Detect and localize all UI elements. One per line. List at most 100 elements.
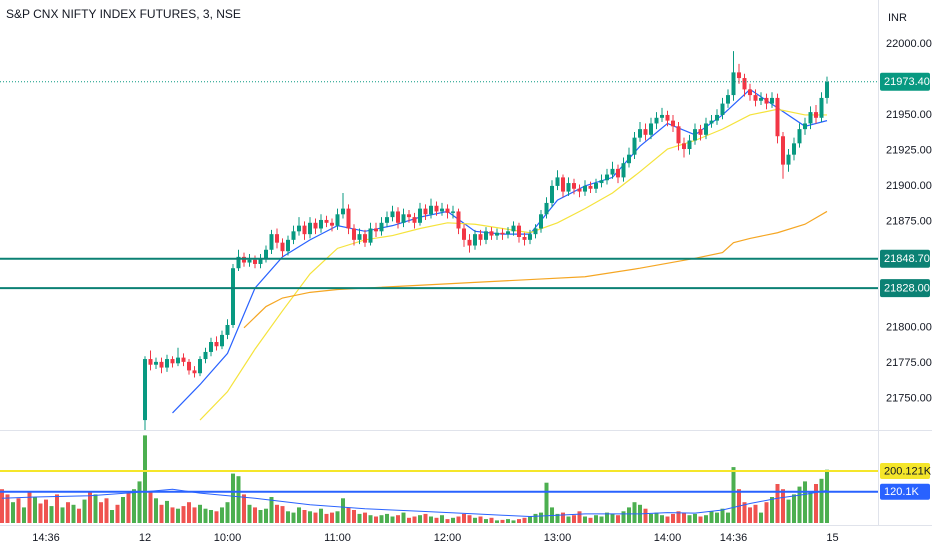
volume-bar <box>544 482 549 523</box>
candle-body <box>786 154 791 165</box>
candle-body <box>451 211 455 213</box>
candle-body <box>368 228 373 243</box>
candle-body <box>572 183 576 189</box>
candle-body <box>731 72 736 96</box>
volume-bar <box>555 513 560 523</box>
candle-body <box>814 112 818 118</box>
candle-body <box>198 359 202 374</box>
volume-bar <box>220 507 224 523</box>
y-tick-label: 21950.00 <box>886 109 932 121</box>
candle-body <box>665 114 670 121</box>
volume-bar <box>82 499 87 523</box>
volume-bar <box>610 513 615 523</box>
y-tick-label: 21775.00 <box>886 357 932 369</box>
candle-body <box>522 236 527 240</box>
candle-body <box>715 114 719 121</box>
volume-bar <box>484 519 488 523</box>
currency[interactable]: INR <box>888 12 907 24</box>
volume-bar <box>176 508 180 523</box>
volume-bar <box>104 498 109 523</box>
price-level-label: 21848.70 <box>884 253 930 265</box>
candle-body <box>434 205 439 212</box>
candle-body <box>660 114 664 118</box>
volume-bar <box>275 504 279 523</box>
y-tick-label: 22000.00 <box>886 38 932 50</box>
candle-body <box>583 185 587 192</box>
volume-bar <box>242 494 246 523</box>
y-tick-label: 21875.00 <box>886 215 932 227</box>
candle-body <box>313 222 318 229</box>
volume-bar <box>418 515 422 523</box>
candle-body <box>192 370 197 374</box>
candle-body <box>808 112 813 124</box>
volume-level-label: 200.121K <box>884 465 932 477</box>
volume-bar <box>797 486 802 523</box>
volume-bar <box>291 512 296 523</box>
candle-body <box>720 103 725 115</box>
y-tick-label: 21925.00 <box>886 144 932 156</box>
volume-bar <box>709 511 714 523</box>
candle-body <box>649 123 653 135</box>
volume-bar <box>5 494 10 523</box>
price-level-label: 21828.00 <box>884 282 930 294</box>
candle-body <box>390 211 395 218</box>
volume-bar <box>148 491 153 523</box>
candle-body <box>385 217 389 223</box>
candle-body <box>643 129 648 135</box>
volume-bar <box>55 494 59 523</box>
moving-average <box>243 210 828 329</box>
volume-bar <box>533 513 538 523</box>
volume-bar <box>473 517 477 523</box>
candle-body <box>561 177 565 192</box>
x-tick-label: 14:00 <box>654 532 682 544</box>
volume-bar <box>687 515 692 523</box>
candle-body <box>374 228 378 232</box>
candle-body <box>297 225 301 232</box>
moving-average <box>199 108 827 421</box>
candle-body <box>225 324 230 335</box>
volume-bar <box>33 497 37 523</box>
volume-bar <box>88 491 92 523</box>
price-pane <box>143 51 829 430</box>
volume-bar <box>379 515 384 523</box>
volume-bar <box>330 512 334 523</box>
volume-bar <box>588 517 593 523</box>
volume-bar <box>0 489 4 523</box>
candle-body <box>231 268 235 325</box>
candle-body <box>319 219 323 229</box>
candle-body <box>440 208 444 212</box>
volume-bar <box>49 506 54 523</box>
volume-bar <box>775 484 780 523</box>
volume-bar <box>93 494 98 523</box>
volume-bar <box>693 513 697 523</box>
chart-title: S&P CNX NIFTY INDEX FUTURES, 3, NSE <box>6 7 241 21</box>
x-tick-label: 12:00 <box>434 532 462 544</box>
volume-level-label: 120.1K <box>884 486 920 498</box>
candle-body <box>236 256 241 269</box>
candle-body <box>638 129 642 138</box>
volume-bar <box>500 519 505 523</box>
volume-bar <box>357 513 362 523</box>
volume-bar <box>385 513 389 523</box>
candle-body <box>275 234 279 243</box>
candle-body <box>286 239 290 252</box>
candle-body <box>797 129 802 144</box>
volume-bar <box>27 491 32 523</box>
candle-body <box>220 334 224 347</box>
candle-body <box>148 359 153 365</box>
volume-bar <box>396 515 400 523</box>
y-tick-label: 21900.00 <box>886 180 932 192</box>
candle-body <box>500 232 505 235</box>
volume-bar <box>616 515 620 523</box>
candle-body <box>495 232 499 236</box>
axes: 21750.00 21775.00 21800.00 21875.00 21900.00… <box>0 38 932 544</box>
candle-body <box>577 188 582 192</box>
volume-bar <box>181 506 186 523</box>
candle-body <box>324 219 329 223</box>
volume-bar <box>627 507 631 523</box>
volume-bar <box>165 500 169 523</box>
candle-body <box>654 117 659 124</box>
candle-body <box>632 137 637 155</box>
candle-body <box>594 183 598 189</box>
